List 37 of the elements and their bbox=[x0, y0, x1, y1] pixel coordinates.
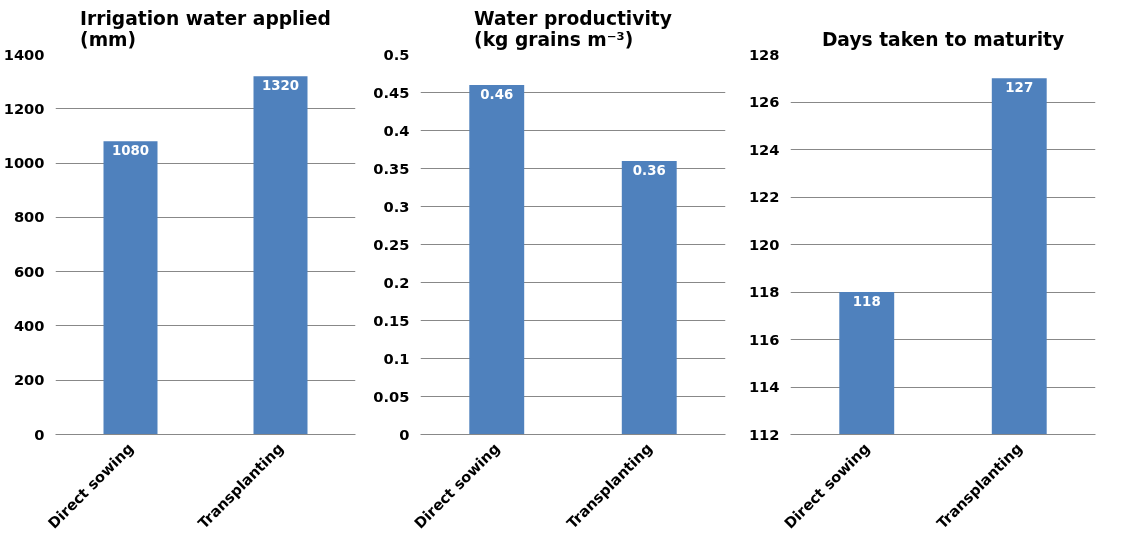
y-tick-label: 0.3 bbox=[383, 197, 410, 215]
y-tick-label: 1000 bbox=[3, 154, 45, 172]
y-tick-label: 0 bbox=[399, 425, 410, 443]
y-tick-label: 0.5 bbox=[383, 45, 410, 63]
y-tick-label: 0.4 bbox=[383, 121, 410, 139]
y-tick-label: 400 bbox=[13, 316, 45, 334]
data-label: 118 bbox=[852, 294, 881, 309]
data-label: 0.36 bbox=[632, 162, 666, 178]
chart-title: Water productivity (kg grains m⁻³) bbox=[474, 7, 672, 50]
y-tick-label: 800 bbox=[13, 208, 45, 226]
y-tick-label: 0.25 bbox=[373, 235, 410, 253]
data-label: 127 bbox=[1005, 80, 1034, 96]
y-tick-label: 0.05 bbox=[373, 387, 410, 405]
y-tick-label: 128 bbox=[748, 45, 780, 63]
y-tick-label: 1200 bbox=[3, 99, 45, 117]
y-tick-label: 126 bbox=[748, 93, 780, 110]
y-tick-label: 200 bbox=[13, 371, 45, 389]
y-tick-label: 124 bbox=[748, 140, 780, 158]
y-tick-label: 112 bbox=[748, 425, 780, 443]
y-tick-label: 118 bbox=[748, 283, 780, 300]
y-tick-label: 0.45 bbox=[373, 83, 410, 101]
y-tick-label: 116 bbox=[748, 330, 780, 348]
y-tick-label: 0.15 bbox=[373, 311, 410, 329]
y-tick-label: 122 bbox=[748, 188, 780, 205]
y-tick-label: 0.1 bbox=[383, 349, 410, 367]
data-label: 1320 bbox=[261, 78, 300, 94]
chart-title: Days taken to maturity bbox=[821, 28, 1065, 50]
y-tick-label: 0.2 bbox=[383, 273, 410, 291]
y-tick-label: 600 bbox=[13, 262, 45, 280]
y-tick-label: 0.35 bbox=[373, 159, 410, 177]
y-tick-label: 0 bbox=[34, 425, 45, 443]
y-tick-label: 120 bbox=[748, 235, 780, 253]
y-tick-label: 114 bbox=[748, 378, 780, 395]
y-tick-label: 1400 bbox=[3, 45, 45, 63]
data-label: 1080 bbox=[111, 143, 150, 159]
data-label: 0.46 bbox=[480, 86, 514, 102]
chart-title: Irrigation water applied (mm) bbox=[80, 7, 331, 50]
